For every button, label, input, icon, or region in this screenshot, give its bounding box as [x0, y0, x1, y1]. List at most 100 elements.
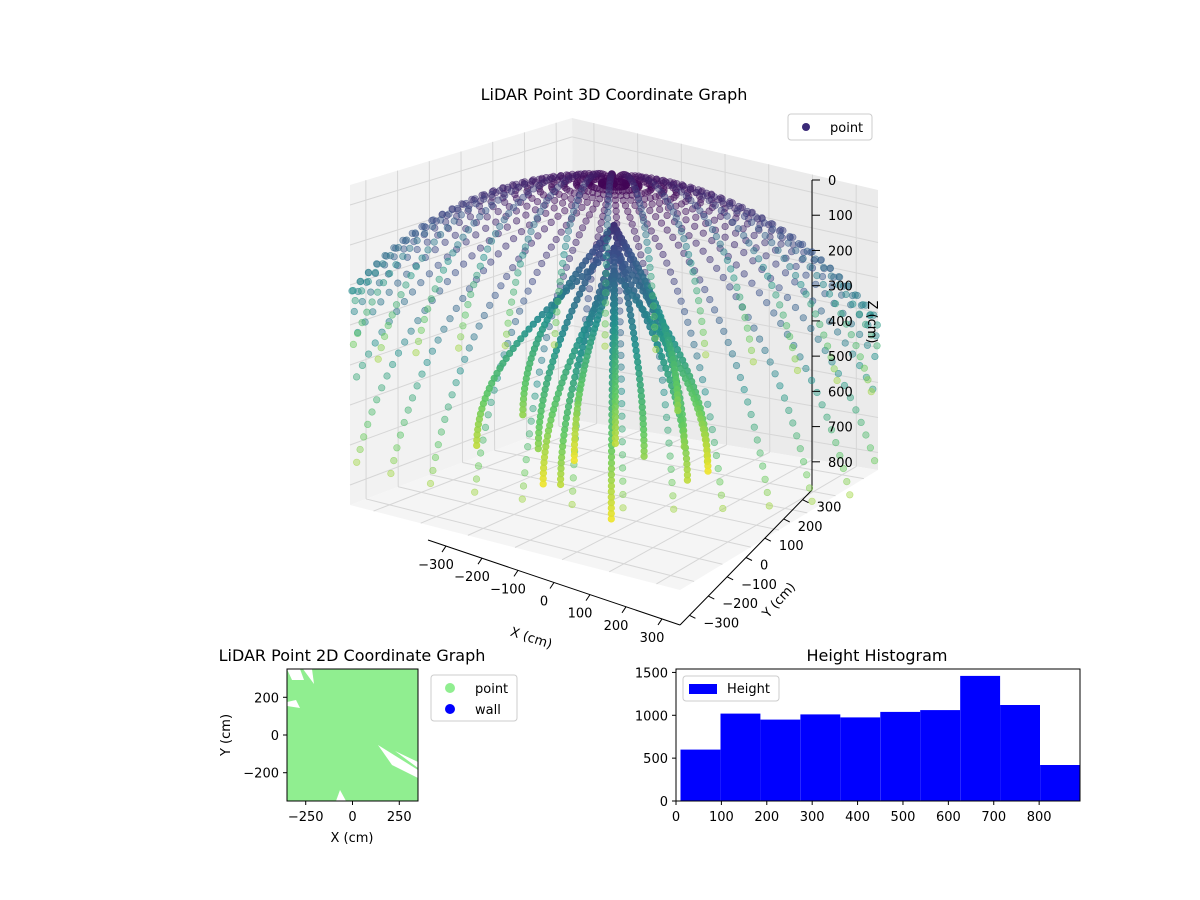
point-marker — [421, 229, 429, 237]
point-marker — [555, 173, 564, 181]
point-marker — [617, 363, 625, 371]
point-marker — [525, 325, 533, 333]
point-marker — [487, 398, 495, 407]
point-marker — [813, 388, 821, 397]
point-marker — [511, 318, 520, 326]
point-marker — [507, 187, 515, 195]
point-marker — [617, 351, 625, 360]
hist-x-tick-label: 0 — [672, 810, 680, 825]
point-marker — [472, 200, 480, 208]
point-marker — [386, 269, 394, 278]
point-marker — [730, 241, 739, 249]
point-marker — [465, 205, 473, 213]
point-marker — [713, 264, 721, 272]
point-marker — [487, 258, 495, 266]
point-marker — [585, 211, 594, 219]
point-marker — [628, 271, 636, 279]
point-marker — [835, 281, 843, 289]
point-marker — [502, 242, 510, 250]
point-marker — [775, 284, 783, 292]
point-marker — [630, 227, 639, 235]
point-marker — [666, 452, 674, 460]
point-marker — [863, 341, 872, 349]
point-marker — [663, 211, 671, 219]
legend-height-label: Height — [727, 682, 770, 697]
point-marker — [381, 252, 389, 260]
point-marker — [509, 204, 518, 212]
point-marker — [657, 219, 666, 227]
point-marker — [604, 208, 612, 216]
point-marker — [852, 342, 860, 350]
x-tick-mark — [477, 557, 483, 565]
point-marker — [399, 252, 407, 260]
point-marker — [368, 298, 376, 306]
x-tick-mark — [441, 545, 447, 553]
point-marker — [475, 322, 483, 330]
point-marker — [535, 181, 543, 189]
point-marker — [371, 339, 379, 347]
point-marker — [714, 465, 722, 473]
point-marker — [802, 290, 810, 298]
point-marker — [701, 286, 709, 294]
point-marker — [761, 231, 769, 240]
point-marker — [719, 504, 727, 513]
point-marker — [538, 260, 546, 268]
point-marker — [696, 207, 704, 215]
point-marker — [569, 487, 577, 495]
point-marker — [601, 320, 609, 328]
point-marker — [428, 222, 437, 231]
point-marker — [540, 225, 549, 233]
point-marker — [533, 214, 541, 222]
point-marker — [400, 298, 409, 306]
point-marker — [394, 349, 403, 357]
point-marker — [611, 439, 620, 448]
point-marker — [651, 193, 660, 201]
point-marker — [407, 327, 415, 335]
chart-3d: LiDAR Point 3D Coordinate Graph −300−200… — [348, 85, 881, 652]
point-marker — [602, 270, 610, 278]
point-marker — [364, 268, 373, 277]
point-marker — [651, 323, 659, 331]
point-marker — [585, 285, 594, 293]
y-tick-label: 100 — [779, 539, 804, 554]
hist-x-tick-label: 300 — [800, 810, 825, 825]
point-marker — [750, 324, 758, 332]
grid-line — [571, 287, 879, 348]
grid-line — [526, 437, 836, 497]
legend-3d-frame — [787, 113, 873, 141]
coverage-gap — [303, 669, 314, 684]
point-marker — [427, 295, 435, 303]
point-marker — [424, 246, 432, 254]
grid-line — [428, 161, 431, 475]
point-marker — [496, 187, 504, 195]
point-marker — [522, 456, 530, 464]
point-marker — [551, 329, 559, 338]
point-marker — [644, 246, 652, 254]
point-marker — [431, 285, 439, 293]
point-marker — [833, 328, 842, 336]
point-marker — [365, 350, 373, 358]
point-marker — [699, 229, 707, 237]
point-marker — [719, 273, 727, 282]
y-tick-mark — [764, 537, 772, 542]
grid-line — [349, 211, 573, 286]
point-marker — [494, 230, 502, 238]
x-tick-mark — [585, 594, 591, 601]
point-marker — [640, 195, 649, 203]
point-marker — [617, 191, 625, 200]
point-marker — [592, 200, 600, 208]
point-marker — [467, 290, 475, 299]
point-marker — [502, 354, 510, 363]
point-marker — [476, 213, 484, 221]
point-marker — [776, 301, 784, 309]
point-marker — [358, 287, 366, 295]
point-marker — [718, 197, 726, 205]
y-tick-label: −200 — [722, 597, 758, 612]
point-marker — [696, 364, 704, 372]
point-marker — [423, 358, 431, 367]
point-marker — [420, 315, 429, 324]
point-marker — [669, 208, 678, 216]
hist-y-tick-label: 1500 — [635, 666, 668, 681]
point-marker — [425, 270, 434, 278]
point-marker — [783, 330, 792, 339]
